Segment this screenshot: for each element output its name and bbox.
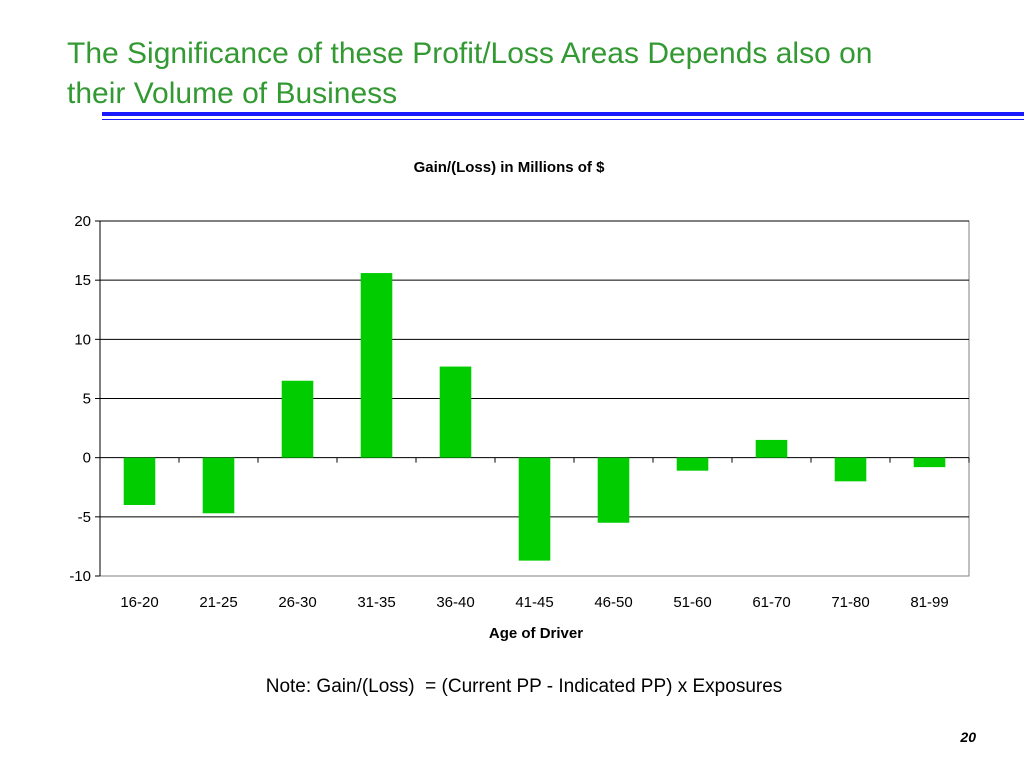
- bar-16-20: [123, 457, 156, 505]
- footnote: Note: Gain/(Loss) = (Current PP - Indica…: [265, 676, 783, 697]
- bar-21-25: [202, 457, 235, 514]
- y-tick-label-1: -5: [78, 509, 91, 526]
- bar-61-70: [755, 439, 788, 458]
- x-tick-label-71-80: 71-80: [831, 594, 869, 611]
- bar-71-80: [834, 457, 867, 482]
- x-axis-label: Age of Driver: [489, 625, 583, 642]
- bar-51-60: [676, 457, 709, 471]
- x-tick-label-26-30: 26-30: [278, 594, 316, 611]
- y-tick-label-0: -10: [69, 568, 91, 585]
- slide-title-line-1: The Significance of these Profit/Loss Ar…: [67, 37, 873, 70]
- slide-title-line-2: their Volume of Business: [67, 77, 398, 110]
- x-tick-label-36-40: 36-40: [436, 594, 474, 611]
- y-tick-label-3: 5: [83, 391, 91, 408]
- page-number: 20: [960, 729, 976, 745]
- y-tick-label-6: 20: [74, 213, 91, 230]
- slide-title: The Significance of these Profit/Loss Ar…: [67, 34, 1007, 114]
- bar-81-99: [913, 457, 946, 468]
- bar-31-35: [360, 273, 393, 458]
- x-tick-label-61-70: 61-70: [752, 594, 790, 611]
- y-tick-label-4: 10: [74, 331, 91, 348]
- x-tick-label-51-60: 51-60: [673, 594, 711, 611]
- x-tick-label-41-45: 41-45: [515, 594, 553, 611]
- x-tick-label-81-99: 81-99: [910, 594, 948, 611]
- y-tick-label-2: 0: [83, 450, 91, 467]
- bar-36-40: [439, 366, 472, 458]
- x-tick-label-16-20: 16-20: [120, 594, 158, 611]
- title-underline-thin: [102, 119, 1024, 120]
- x-tick-label-31-35: 31-35: [357, 594, 395, 611]
- x-tick-label-46-50: 46-50: [594, 594, 632, 611]
- x-tick-label-21-25: 21-25: [199, 594, 237, 611]
- chart-title: Gain/(Loss) in Millions of $: [414, 159, 605, 176]
- title-underline-thick: [102, 112, 1024, 116]
- bar-26-30: [281, 380, 314, 458]
- bar-41-45: [518, 457, 551, 561]
- y-tick-label-5: 15: [74, 272, 91, 289]
- bar-46-50: [597, 457, 630, 523]
